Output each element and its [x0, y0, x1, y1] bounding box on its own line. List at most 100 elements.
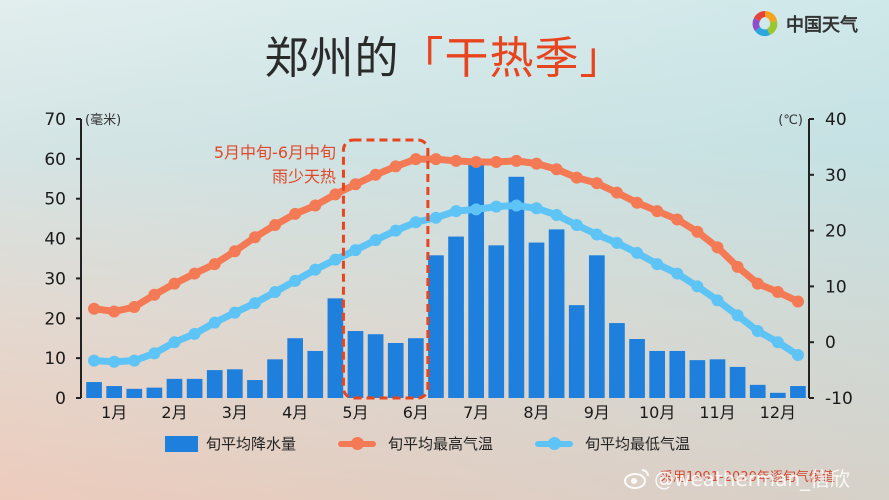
precip-bar	[528, 242, 545, 398]
tmin-line-point	[349, 244, 362, 257]
tmin-line-point	[329, 253, 342, 266]
tmax-line-point	[88, 302, 101, 315]
chart-title: 郑州的「干热季」	[0, 22, 889, 86]
tmin-line-point	[631, 246, 644, 259]
left-tick-label: 70	[44, 110, 66, 130]
left-tick-label: 0	[55, 389, 66, 409]
legend-item-precip: 旬平均降水量	[165, 433, 296, 454]
x-tick-label: 9月	[584, 403, 610, 422]
precip-bar	[769, 392, 786, 398]
tmin-line-point	[128, 354, 141, 367]
precip-bar	[186, 378, 203, 398]
precip-bar	[287, 338, 304, 398]
tmax-line-point	[349, 178, 362, 191]
tmax-line-point	[409, 153, 422, 166]
precip-bar	[548, 229, 565, 398]
precip-bar	[749, 384, 766, 398]
title-highlight: 「干热季」	[399, 33, 625, 84]
tmax-line-point	[148, 288, 161, 301]
tmax-line-point	[771, 285, 784, 298]
tmin-line-point	[771, 336, 784, 349]
tmax-line-point	[671, 213, 684, 226]
right-tick-label: 20	[825, 222, 847, 242]
x-tick-label: 4月	[282, 403, 308, 422]
tmin-line-point	[791, 349, 804, 362]
tmax-line-point	[450, 154, 463, 167]
annotation-line1: 5月中旬-6月中旬	[214, 143, 336, 162]
precip-bar	[649, 350, 666, 398]
tmin-line-point	[530, 202, 543, 215]
tmax-line-point	[510, 154, 523, 167]
precip-bar	[267, 359, 283, 398]
precip-bar	[468, 158, 485, 398]
x-tick-label: 12月	[760, 403, 796, 422]
tmin-line-point	[409, 216, 422, 229]
swirl-logo-icon	[752, 10, 778, 37]
tmin-line-point	[248, 297, 261, 310]
precip-bar	[226, 369, 243, 398]
precip-bar	[86, 382, 102, 398]
precip-bar	[488, 245, 505, 398]
tmax-line-point	[691, 225, 704, 238]
left-tick-label: 30	[44, 269, 66, 289]
tmin-line-point	[731, 309, 744, 322]
source-note: 采用1991-2020年逐旬气候值	[660, 470, 835, 485]
precip-bar	[387, 342, 404, 398]
tmax-line-point	[590, 177, 603, 190]
precip-bar	[206, 370, 223, 398]
precip-bar	[729, 366, 746, 398]
tmin-line-point	[228, 306, 241, 319]
precip-bar	[568, 305, 585, 398]
tmax-line-point	[369, 168, 382, 181]
precip-bar	[669, 350, 686, 398]
tmin-line-point	[550, 208, 563, 221]
tmax-line-point	[530, 157, 543, 170]
title-prefix: 郑州的	[264, 33, 400, 84]
precip-bar	[126, 388, 143, 398]
precip-bar	[367, 334, 384, 398]
tmin-line-point	[510, 199, 523, 212]
legend-item-tmax: 旬平均最高气温	[338, 433, 493, 454]
logo-text: 中国天气	[786, 15, 858, 36]
tmax-line-point	[128, 301, 141, 314]
right-tick-label: 10	[825, 277, 847, 297]
tmax-line-point	[470, 155, 483, 168]
tmax-line-point	[490, 155, 503, 168]
tmin-line-point	[108, 355, 121, 368]
x-tick-label: 3月	[222, 403, 248, 422]
tmax-line-swatch-icon	[338, 436, 377, 450]
bar-swatch-icon	[165, 435, 198, 452]
tmax-line-point	[248, 231, 261, 244]
precip-bar	[790, 386, 806, 398]
x-tick-label: 1月	[101, 403, 127, 422]
precip-bar	[146, 387, 163, 398]
precip-bar	[609, 323, 625, 398]
legend-label-precip: 旬平均降水量	[206, 435, 297, 453]
right-axis-unit: (℃)	[778, 113, 803, 128]
tmax-line-point	[108, 305, 121, 318]
precip-bar	[629, 339, 645, 398]
left-axis-unit: (毫米)	[85, 112, 121, 128]
tmin-line-point	[289, 274, 302, 287]
tmax-line-point	[208, 258, 221, 271]
precip-bar	[106, 386, 123, 398]
precip-bar	[347, 331, 364, 398]
left-tick-label: 60	[44, 150, 66, 170]
tmax-line-point	[731, 260, 744, 273]
tmax-line-point	[329, 188, 342, 201]
brand-logo: 中国天气	[750, 8, 858, 40]
x-tick-label: 5月	[342, 403, 368, 422]
tmin-line-point	[711, 294, 724, 307]
tmin-line-point	[429, 211, 442, 224]
left-tick-label: 40	[44, 230, 66, 250]
tmax-line-point	[168, 277, 181, 290]
precip-bar	[428, 255, 444, 398]
annotation-line2: 雨少天热	[272, 167, 336, 186]
precip-bar	[407, 338, 424, 398]
tmin-line-point	[590, 228, 603, 241]
tmax-line-point	[429, 153, 442, 166]
watermark: @weatherman_信欣	[624, 463, 850, 492]
x-tick-label: 7月	[463, 403, 489, 422]
tmax-line-point	[269, 219, 282, 232]
